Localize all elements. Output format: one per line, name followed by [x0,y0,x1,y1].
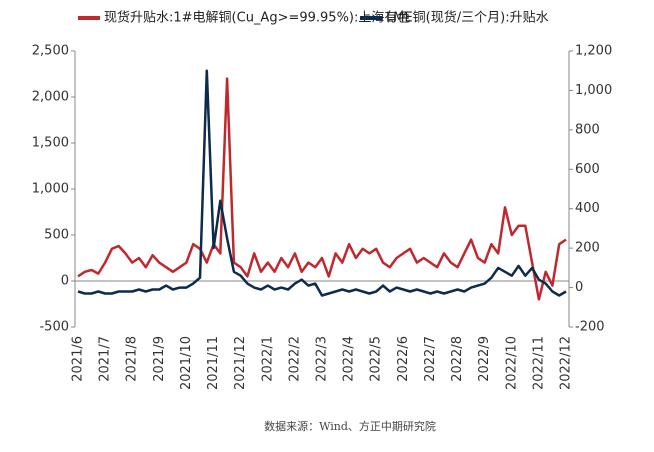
y2-tick-label: 200 [575,241,600,256]
y2-tick-label: 400 [575,201,600,216]
y-tick-label: 0 [61,274,69,289]
source: 数据来源：Wind、方正中期研究院 [264,419,436,433]
y-tick-label: 2,500 [32,44,69,59]
x-tick-label: 2021/9 [152,336,167,382]
series-line [77,69,567,297]
x-tick-label: 2022/7 [423,336,438,382]
y-tick-label: -500 [39,320,69,335]
x-tick-label: 2022/12 [559,336,574,390]
y2-tick-label: 600 [575,162,600,177]
y-tick-label: 1,000 [32,182,69,197]
y2-tick-label: 800 [575,122,600,137]
x-tick-label: 2022/10 [504,336,519,390]
x-tick-label: 2021/8 [125,336,140,382]
y-tick-label: 1,500 [32,136,69,151]
y2-tick-label: 1,000 [575,83,612,98]
x-tick-label: 2021/12 [233,336,248,390]
legend-label: LME铜(现货/三个月):升贴水 [386,10,549,26]
y2-tick-label: 0 [575,280,583,295]
x-tick-label: 2021/7 [98,336,113,382]
x-tick-label: 2022/5 [369,336,384,382]
x-tick-label: 2022/1 [260,336,275,382]
series-line [77,77,567,301]
y-tick-label: 2,000 [32,90,69,105]
x-tick-label: 2021/10 [179,336,194,390]
x-tick-label: 2022/4 [342,336,357,382]
y-tick-label: 500 [44,228,69,243]
x-tick-label: 2022/3 [315,336,330,382]
y2-tick-label: 1,200 [575,44,612,59]
y2-tick-label: -200 [575,320,605,335]
x-tick-label: 2022/2 [287,336,302,382]
legend-label: 现货升贴水:1#电解铜(Cu_Ag>=99.95%):上海有色 [104,10,410,26]
x-tick-label: 2022/8 [450,336,465,382]
x-tick-label: 2021/6 [71,336,86,382]
x-tick-label: 2022/6 [396,336,411,382]
x-tick-label: 2022/9 [477,336,492,382]
x-tick-label: 2021/11 [206,336,221,390]
x-tick-label: 2022/11 [531,336,546,390]
